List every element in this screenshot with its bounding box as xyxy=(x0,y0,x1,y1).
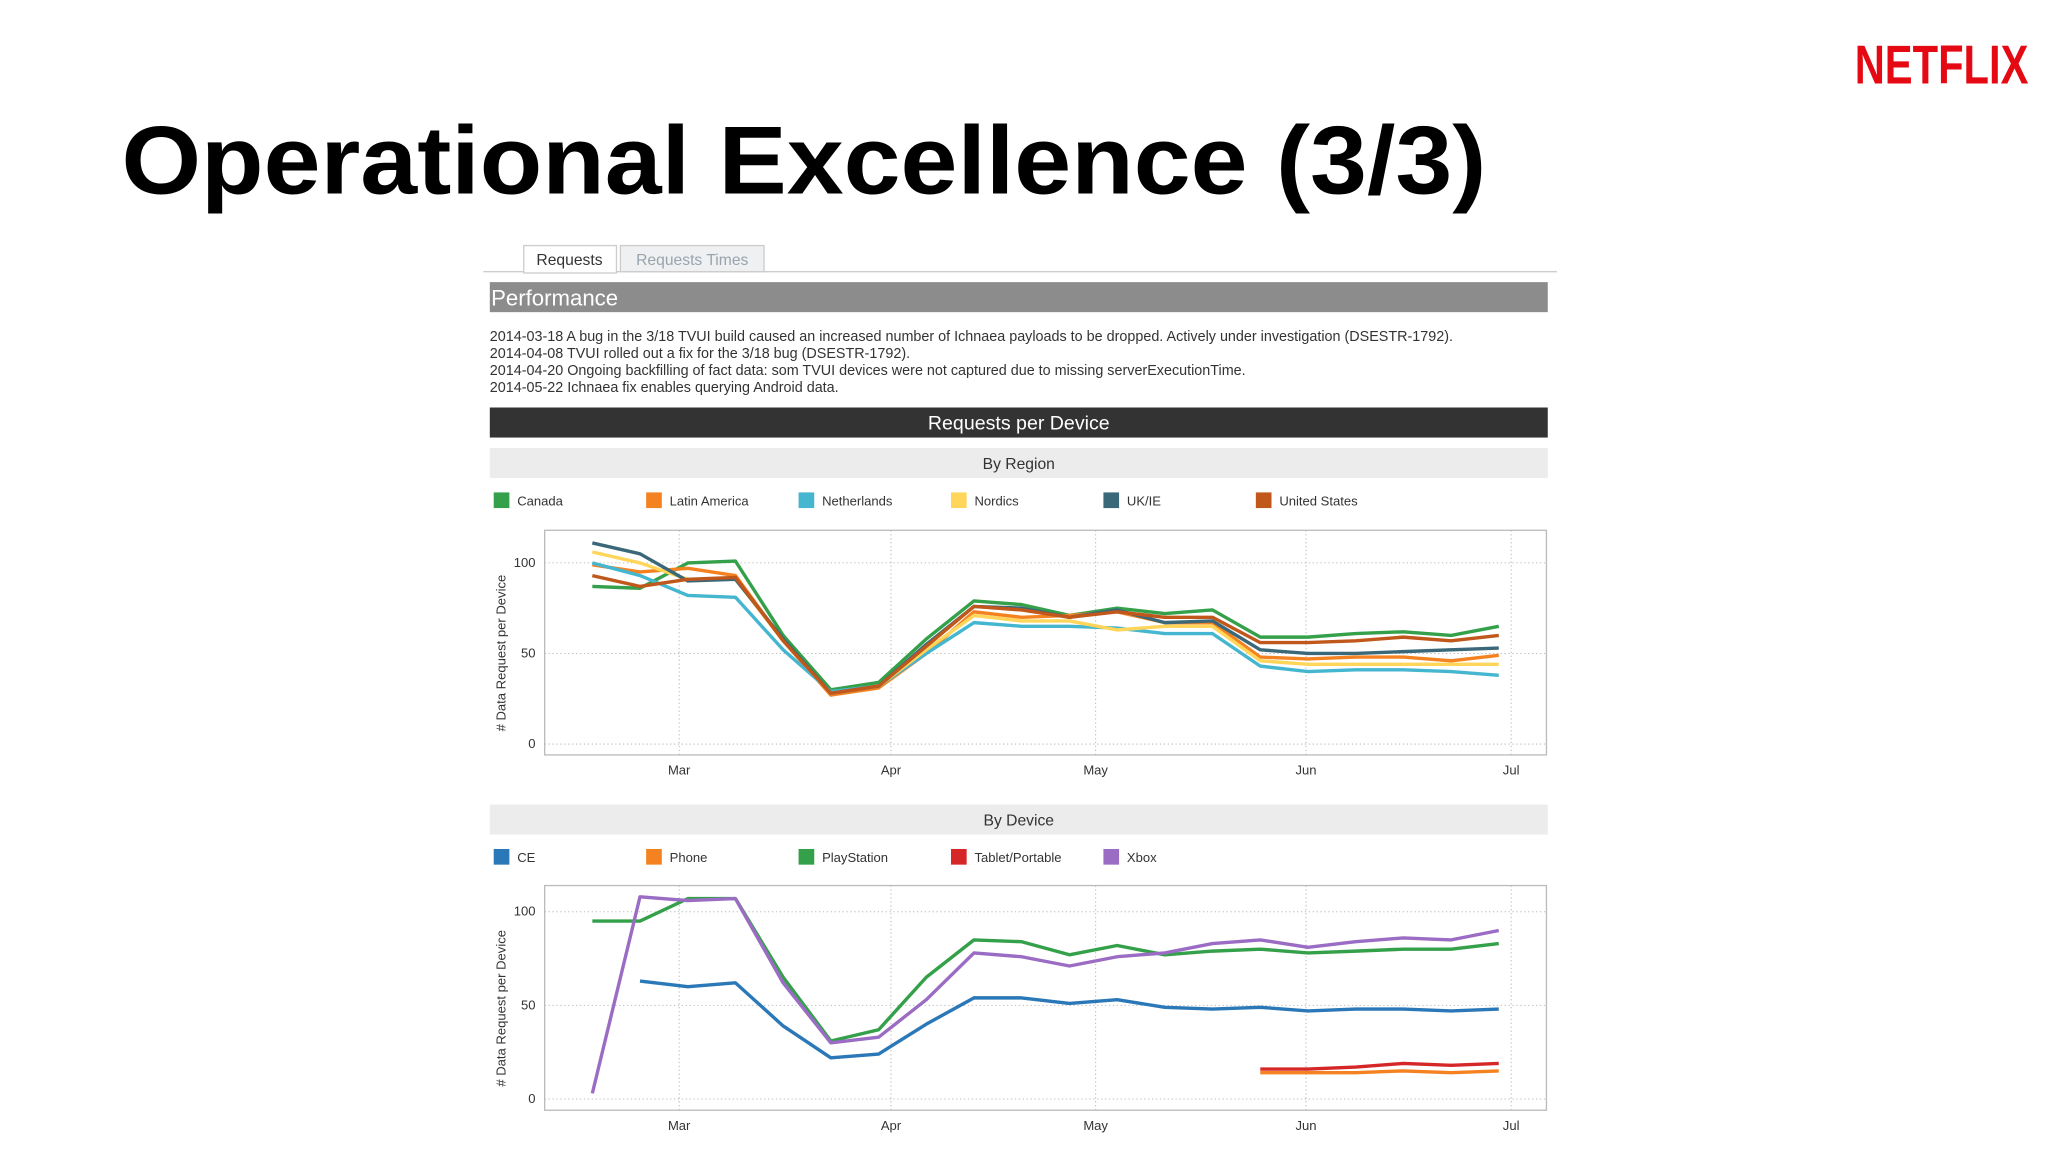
legend-swatch xyxy=(1103,492,1120,509)
series-line xyxy=(592,559,1500,692)
y-tick-label: 100 xyxy=(514,904,536,919)
legend-swatch xyxy=(493,848,510,865)
series-line xyxy=(590,895,1500,1094)
series-line xyxy=(1260,1069,1499,1075)
legend-label: UK/IE xyxy=(1127,493,1161,508)
legend-label: PlayStation xyxy=(822,850,888,865)
series-line xyxy=(591,561,1499,694)
note: 2014-05-22 Ichnaea fix enables querying … xyxy=(490,380,839,396)
tab-label[interactable]: Requests xyxy=(536,252,602,269)
section-title: Performance xyxy=(491,286,618,311)
x-tick-label: May xyxy=(1083,763,1108,778)
note: 2014-04-08 TVUI rolled out a fix for the… xyxy=(490,346,910,362)
y-tick-label: 50 xyxy=(521,645,536,660)
y-axis-label: # Data Request per Device xyxy=(493,930,508,1087)
tab[interactable] xyxy=(523,244,618,274)
chart-header xyxy=(489,804,1548,835)
legend-swatch xyxy=(950,492,967,509)
legend-label: United States xyxy=(1279,493,1358,508)
logo: NETFLIX xyxy=(1855,34,2029,96)
chart-title: By Device xyxy=(984,812,1055,829)
legend-swatch xyxy=(646,848,662,865)
legend-label: CE xyxy=(517,850,535,865)
legend-label: Netherlands xyxy=(822,493,893,508)
tab-label[interactable]: Requests Times xyxy=(636,252,748,269)
section-bar xyxy=(489,282,1548,313)
slide-title: Operational Excellence (3/3) xyxy=(121,107,1486,214)
x-tick-label: Mar xyxy=(668,1118,691,1133)
y-tick-label: 50 xyxy=(521,997,536,1012)
legend-swatch xyxy=(1103,848,1120,865)
tab[interactable] xyxy=(619,244,765,273)
y-tick-label: 0 xyxy=(528,736,535,751)
x-tick-label: Jun xyxy=(1295,763,1316,778)
legend-swatch xyxy=(1255,492,1272,509)
x-tick-label: Jul xyxy=(1503,763,1520,778)
series-line xyxy=(591,573,1499,695)
x-tick-label: Apr xyxy=(881,1118,902,1133)
y-tick-label: 100 xyxy=(514,555,536,570)
legend-swatch xyxy=(493,492,510,509)
y-tick-label: 0 xyxy=(528,1091,535,1106)
legend-label: Tablet/Portable xyxy=(974,850,1061,865)
x-tick-label: May xyxy=(1083,1118,1108,1133)
legend-label: Canada xyxy=(517,493,563,508)
x-tick-label: Mar xyxy=(668,763,691,778)
plot-area xyxy=(543,529,1548,756)
plot-area xyxy=(543,884,1548,1111)
note: 2014-04-20 Ongoing backfilling of fact d… xyxy=(490,363,1246,379)
panel-bar xyxy=(489,407,1548,438)
chart-title: By Region xyxy=(983,456,1055,473)
y-axis-label: # Data Request per Device xyxy=(493,575,508,732)
x-tick-label: Jul xyxy=(1503,1118,1520,1133)
series-line xyxy=(1260,1061,1499,1071)
legend-swatch xyxy=(950,848,967,865)
chart-header xyxy=(489,448,1548,479)
panel-title: Requests per Device xyxy=(928,413,1110,435)
note: 2014-03-18 A bug in the 3/18 TVUI build … xyxy=(490,329,1453,345)
legend-swatch xyxy=(798,492,815,509)
legend-label: Latin America xyxy=(670,493,750,508)
x-tick-label: Apr xyxy=(881,763,902,778)
legend-label: Phone xyxy=(670,850,708,865)
x-tick-label: Jun xyxy=(1295,1118,1316,1133)
series-line xyxy=(639,979,1499,1060)
legend-label: Nordics xyxy=(974,493,1019,508)
legend-label: Xbox xyxy=(1127,850,1157,865)
legend-swatch xyxy=(798,848,815,865)
legend-swatch xyxy=(646,492,662,509)
